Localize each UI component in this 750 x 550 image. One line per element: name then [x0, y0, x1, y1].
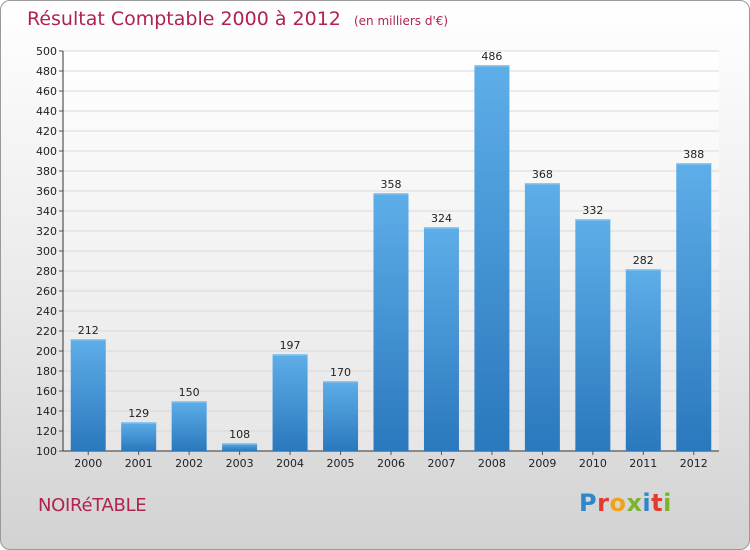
data-label: 358 [381, 178, 402, 191]
y-tick-label: 280 [36, 265, 57, 278]
y-tick-label: 360 [36, 185, 57, 198]
bar-highlight [272, 354, 308, 356]
logo-letter: P [579, 489, 598, 517]
y-tick-label: 140 [36, 405, 57, 418]
logo-letter: r [597, 489, 610, 517]
y-tick-label: 160 [36, 385, 57, 398]
x-tick-label: 2011 [629, 457, 657, 470]
bar-highlight [171, 401, 207, 403]
x-tick-label: 2012 [680, 457, 708, 470]
y-tick-label: 380 [36, 165, 57, 178]
y-tick-label: 100 [36, 445, 57, 458]
logo-letter: x [626, 489, 643, 517]
data-label: 150 [179, 386, 200, 399]
data-label: 108 [229, 428, 250, 441]
bar [222, 443, 258, 451]
chart-title-row: Résultat Comptable 2000 à 2012 (en milli… [27, 8, 448, 30]
bar [171, 401, 207, 451]
y-tick-label: 320 [36, 225, 57, 238]
x-tick-label: 2000 [74, 457, 102, 470]
chart-unit: (en milliers d'€) [353, 14, 449, 28]
bar-highlight [70, 339, 106, 341]
data-label: 324 [431, 212, 452, 225]
bar [575, 219, 611, 451]
bar-highlight [474, 65, 510, 67]
data-label: 212 [78, 324, 99, 337]
y-tick-label: 460 [36, 85, 57, 98]
bar [625, 269, 661, 451]
bar-highlight [625, 269, 661, 271]
y-tick-label: 300 [36, 245, 57, 258]
data-label: 197 [280, 339, 301, 352]
logo-letter: i [663, 489, 672, 517]
bar-highlight [676, 163, 712, 165]
logo-letter: i [642, 489, 652, 517]
bar-highlight [373, 193, 409, 195]
bar [373, 193, 409, 451]
bar-highlight [222, 443, 258, 445]
x-tick-label: 2008 [478, 457, 506, 470]
x-tick-label: 2004 [276, 457, 304, 470]
y-tick-label: 480 [36, 65, 57, 78]
logo-letter: o [609, 489, 627, 517]
x-tick-label: 2003 [226, 457, 254, 470]
bar [474, 65, 510, 451]
y-tick-label: 240 [36, 305, 57, 318]
bar [323, 381, 359, 451]
bar [524, 183, 560, 451]
logo-letter: t [651, 489, 664, 517]
data-label: 388 [683, 148, 704, 161]
city-name: NOIRéTABLE [38, 495, 147, 516]
y-tick-label: 400 [36, 145, 57, 158]
y-tick-label: 220 [36, 325, 57, 338]
bar-highlight [423, 227, 459, 229]
y-tick-label: 260 [36, 285, 57, 298]
bar-highlight [524, 183, 560, 185]
data-label: 129 [128, 407, 149, 420]
data-label: 282 [633, 254, 654, 267]
bar-highlight [575, 219, 611, 221]
y-tick-label: 340 [36, 205, 57, 218]
bar [70, 339, 106, 451]
x-tick-label: 2005 [327, 457, 355, 470]
x-tick-label: 2002 [175, 457, 203, 470]
x-tick-label: 2010 [579, 457, 607, 470]
x-tick-label: 2009 [528, 457, 556, 470]
y-tick-label: 120 [36, 425, 57, 438]
data-label: 332 [582, 204, 603, 217]
chart-title: Résultat Comptable 2000 à 2012 [27, 8, 341, 30]
y-tick-label: 440 [36, 105, 57, 118]
bar [272, 354, 308, 451]
y-tick-label: 500 [36, 45, 57, 58]
y-tick-label: 420 [36, 125, 57, 138]
x-tick-label: 2006 [377, 457, 405, 470]
data-label: 486 [481, 50, 502, 63]
bar-highlight [323, 381, 359, 383]
y-tick-label: 200 [36, 345, 57, 358]
bar-highlight [121, 422, 157, 424]
x-tick-label: 2001 [125, 457, 153, 470]
bar [121, 422, 157, 451]
data-label: 368 [532, 168, 553, 181]
bar [676, 163, 712, 451]
data-label: 170 [330, 366, 351, 379]
y-tick-label: 180 [36, 365, 57, 378]
bar [423, 227, 459, 451]
proxiti-logo: Proxiti [579, 489, 672, 517]
x-tick-label: 2007 [427, 457, 455, 470]
